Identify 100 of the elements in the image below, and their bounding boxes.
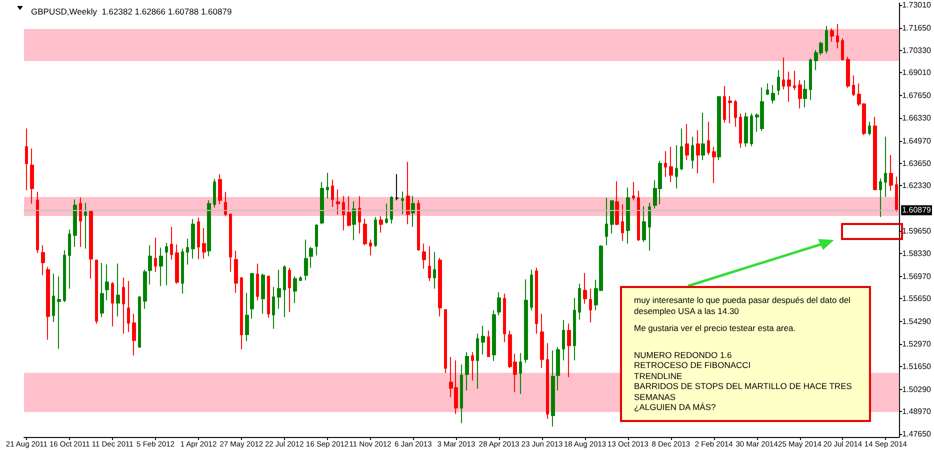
candlestick — [428, 246, 431, 282]
y-tick-label: 1.73010 — [902, 0, 932, 10]
candlestick — [89, 210, 93, 280]
candlestick — [739, 112, 742, 148]
candlestick — [884, 136, 887, 198]
candlestick — [798, 80, 802, 109]
candlestick — [191, 218, 195, 260]
candlestick — [793, 70, 796, 91]
candlestick — [830, 28, 834, 42]
candlestick — [519, 352, 522, 394]
candlestick — [165, 242, 168, 286]
candlestick — [503, 293, 506, 343]
candlestick — [336, 189, 340, 216]
candlestick — [497, 292, 501, 316]
candlestick — [573, 297, 576, 361]
annotation: ¿ALGUIEN DA MÁS? — [634, 402, 717, 412]
y-tick-label: 1.64970 — [902, 136, 932, 146]
candlestick — [852, 74, 855, 97]
candlestick — [546, 342, 549, 420]
candlestick — [374, 216, 377, 248]
candlestick — [175, 244, 179, 284]
candlestick — [111, 282, 114, 327]
candlestick — [889, 154, 893, 192]
y-tick-label: 1.54290 — [902, 317, 932, 326]
candlestick — [717, 96, 721, 161]
y-tick-label: 1.71650 — [902, 24, 932, 33]
y-tick-label: 1.67650 — [902, 91, 932, 100]
candlestick — [777, 70, 780, 96]
candlestick — [637, 190, 640, 242]
candlestick — [487, 330, 490, 358]
candlestick — [406, 161, 410, 225]
candlestick — [605, 197, 608, 246]
annotation: Me gustaria ver el precio testear esta area. — [634, 323, 797, 334]
candlestick — [256, 263, 259, 301]
annotation: muy interesante lo que pueda pasar después del dato del desempleo USA a las 14.30 — [634, 295, 852, 316]
candlestick — [750, 112, 753, 147]
chart-title: GBPUSD,Weekly 1.62382 1.62866 1.60788 1.60879 — [31, 6, 232, 16]
candlestick — [422, 243, 426, 270]
candlestick — [879, 178, 882, 218]
candlestick — [385, 203, 388, 224]
candlestick — [390, 196, 393, 224]
candlestick — [664, 150, 667, 178]
candlestick — [224, 191, 227, 217]
candlestick — [36, 191, 39, 254]
candlestick — [132, 313, 136, 356]
candlestick — [105, 264, 109, 301]
candlestick — [846, 56, 850, 88]
candlestick — [309, 246, 313, 268]
y-tick-label: 1.58330 — [902, 248, 932, 258]
candlestick — [471, 352, 474, 382]
candlestick — [696, 130, 700, 174]
candlestick — [551, 350, 555, 428]
candlestick — [583, 272, 587, 304]
candlestick — [250, 272, 254, 320]
candlestick — [358, 196, 361, 234]
candlestick — [159, 247, 163, 286]
candlestick — [535, 267, 538, 334]
candlestick — [116, 263, 120, 317]
candlestick — [744, 112, 748, 148]
candlestick — [352, 200, 356, 241]
candlestick — [530, 269, 533, 311]
candlestick — [825, 26, 828, 54]
candlestick — [41, 244, 45, 276]
candlestick — [267, 275, 270, 318]
candlestick — [712, 146, 716, 184]
candlestick — [411, 195, 415, 228]
candlestick — [540, 313, 544, 368]
candlestick — [836, 23, 839, 49]
candlestick — [229, 213, 232, 272]
candlestick — [181, 248, 184, 294]
candlestick — [707, 121, 710, 156]
candlestick — [299, 276, 302, 282]
candlestick — [240, 276, 243, 350]
candlestick — [675, 144, 678, 190]
annotation: RETROCESO DE FIBONACCI — [634, 360, 752, 370]
candlestick — [379, 216, 383, 234]
candlestick — [895, 176, 898, 212]
candlestick — [782, 56, 785, 90]
candlestick — [30, 148, 34, 204]
y-tick-label: 1.52970 — [902, 339, 932, 348]
y-tick-label: 1.62330 — [902, 181, 932, 190]
candlestick — [79, 197, 82, 248]
candlestick — [46, 266, 50, 340]
candlestick — [615, 180, 619, 226]
candlestick — [293, 276, 297, 304]
candlestick — [234, 250, 238, 294]
y-tick-label: 1.47650 — [902, 429, 932, 438]
annotation: BARRIDOS DE STOPS DEL MARTILLO DE HACE TRES SEMANAS — [634, 381, 853, 402]
candlestick — [315, 224, 318, 256]
candlestick — [138, 296, 141, 348]
candlestick — [648, 202, 651, 252]
y-tick-label: 1.56970 — [902, 272, 932, 281]
candlestick — [621, 204, 624, 242]
ref-line-label: 1.60879 — [902, 206, 932, 215]
candlestick — [766, 82, 769, 96]
candlestick — [186, 238, 189, 266]
candlestick — [95, 259, 98, 324]
annotation: TRENDLINE — [634, 370, 684, 381]
candlestick — [218, 174, 222, 205]
candlestick — [304, 239, 308, 281]
